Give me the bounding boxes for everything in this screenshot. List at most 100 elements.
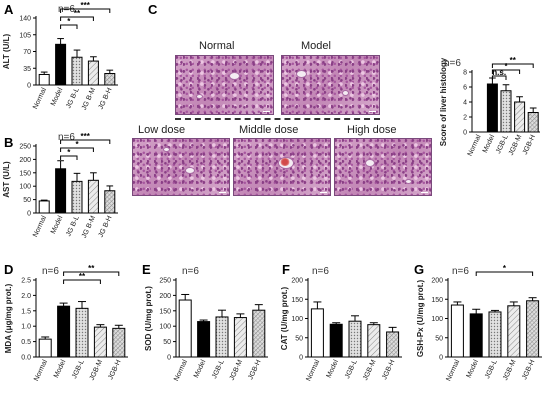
panel-letter-c: C bbox=[148, 2, 158, 17]
panel-letter-b: B bbox=[4, 135, 14, 150]
significance-label: * bbox=[67, 17, 71, 26]
bar bbox=[38, 200, 50, 214]
y-tick-label: 0.0 bbox=[21, 355, 31, 362]
significance-bracket bbox=[60, 8, 111, 13]
category-label: JGB-M bbox=[502, 359, 518, 382]
y-tick-label: 2.5 bbox=[21, 278, 31, 285]
category-label: Normal bbox=[33, 358, 49, 382]
y-tick-label: 150 bbox=[291, 297, 303, 304]
y-axis-label: MDA (μg/mg prot.) bbox=[4, 283, 13, 353]
panel-letter-g: G bbox=[414, 262, 425, 277]
significance-label: ** bbox=[88, 264, 95, 273]
y-tick-label: 1.5 bbox=[21, 308, 31, 315]
bar bbox=[93, 326, 107, 358]
significance-label: ** bbox=[74, 9, 81, 18]
y-tick-label: 200 bbox=[291, 278, 303, 285]
y-axis-label: CAT (U/mg prot.) bbox=[280, 286, 289, 350]
bar bbox=[71, 180, 83, 214]
chart-liver-score: 0 2 4 6 8 Score of liver histology n=6 Normal Mo… bbox=[439, 56, 550, 188]
bar bbox=[178, 299, 192, 358]
y-tick-label: 0 bbox=[299, 355, 303, 362]
y-tick-label: 100 bbox=[431, 316, 443, 323]
y-axis-label: AST (U/L) bbox=[2, 161, 11, 198]
category-label: JG B-L bbox=[65, 87, 81, 110]
category-label: JGB-L bbox=[484, 359, 499, 380]
y-tick-label: 100 bbox=[291, 316, 303, 323]
y-tick-label: 2 bbox=[463, 115, 467, 122]
category-label: Normal bbox=[467, 133, 483, 157]
sample-size-label: n=6 bbox=[58, 132, 75, 143]
chart-gsh-px: 0 50 100 150 200 GSH-Px (U/mg prot.) n=6 Normal… bbox=[412, 262, 550, 415]
y-tick-label: 0 bbox=[27, 211, 31, 218]
y-axis-label: Score of liver histology bbox=[439, 57, 448, 146]
category-label: JG B-M bbox=[81, 215, 97, 240]
significance-bracket bbox=[60, 147, 94, 152]
category-label: JG B-H bbox=[98, 215, 114, 239]
bar bbox=[57, 305, 71, 358]
histology-image-middle-dose bbox=[233, 138, 331, 196]
bar bbox=[386, 331, 400, 358]
category-label: Model bbox=[193, 358, 208, 379]
chart-alt: 0 35 70 105 140 ALT (U/L) n=6 Normal Model JG B-L… bbox=[0, 0, 130, 133]
category-label: Model bbox=[326, 358, 341, 379]
bar bbox=[488, 311, 502, 358]
y-tick-label: 200 bbox=[431, 278, 443, 285]
category-label: JG B-M bbox=[81, 87, 97, 112]
bar bbox=[38, 73, 50, 86]
bar bbox=[514, 101, 526, 133]
chart-cat: 0 50 100 150 200 CAT (U/mg prot.) n=6 Normal Mod… bbox=[278, 262, 412, 415]
sample-size-label: n=6 bbox=[444, 58, 461, 69]
y-tick-label: 250 bbox=[19, 144, 31, 151]
significance-bracket bbox=[491, 69, 521, 74]
significance-bracket bbox=[491, 63, 534, 68]
category-label: JGB-M bbox=[229, 359, 245, 382]
y-tick-label: 1.0 bbox=[21, 324, 31, 331]
sample-size-label: n=6 bbox=[452, 266, 469, 277]
bar bbox=[71, 56, 83, 86]
y-tick-label: 8 bbox=[463, 70, 467, 77]
y-tick-label: 140 bbox=[19, 16, 31, 23]
category-label: JGB-H bbox=[381, 359, 396, 381]
histology-image-normal bbox=[175, 55, 274, 115]
significance-bracket bbox=[60, 24, 78, 29]
bar bbox=[348, 320, 362, 358]
histology-label-normal: Normal bbox=[199, 40, 235, 52]
y-axis-label: ALT (U/L) bbox=[2, 33, 11, 69]
category-label: Normal bbox=[32, 86, 48, 110]
chart-sod: 0 50 100 150 200 250 SOD (U/mg prot.) n=6 Normal… bbox=[140, 262, 278, 415]
category-label: JGB-H bbox=[522, 134, 537, 156]
category-label: Model bbox=[466, 358, 481, 379]
significance-label: *** bbox=[81, 1, 91, 10]
bar bbox=[329, 323, 343, 358]
y-tick-label: 2.0 bbox=[21, 293, 31, 300]
histology-image-model bbox=[281, 55, 380, 115]
significance-bracket bbox=[63, 279, 101, 284]
y-tick-label: 0 bbox=[439, 355, 443, 362]
y-tick-label: 4 bbox=[463, 100, 467, 107]
y-tick-label: 150 bbox=[159, 308, 171, 315]
bar bbox=[367, 324, 381, 358]
sample-size-label: n=6 bbox=[182, 266, 199, 277]
significance-label: ** bbox=[79, 272, 86, 281]
sample-size-label: n=6 bbox=[42, 266, 59, 277]
category-label: Normal bbox=[445, 358, 461, 382]
bar bbox=[526, 300, 540, 358]
chart-ast: 0 50 100 150 200 250 AST (U/L) n=6 Normal Model JG… bbox=[0, 130, 130, 263]
y-tick-label: 0 bbox=[167, 355, 171, 362]
category-label: JGB-H bbox=[107, 359, 122, 381]
y-tick-label: 6 bbox=[463, 85, 467, 92]
y-tick-label: 50 bbox=[295, 335, 303, 342]
significance-label: n.s. bbox=[492, 68, 506, 77]
bar bbox=[87, 60, 99, 86]
y-tick-label: 150 bbox=[431, 297, 443, 304]
panel-letter-a: A bbox=[4, 2, 14, 17]
category-label: JGB-L bbox=[495, 134, 510, 155]
category-label: Normal bbox=[305, 358, 321, 382]
category-label: JG B-H bbox=[98, 87, 114, 111]
category-label: JGB-L bbox=[71, 359, 86, 380]
histology-image-low-dose bbox=[132, 138, 230, 196]
y-tick-label: 0 bbox=[463, 130, 467, 137]
